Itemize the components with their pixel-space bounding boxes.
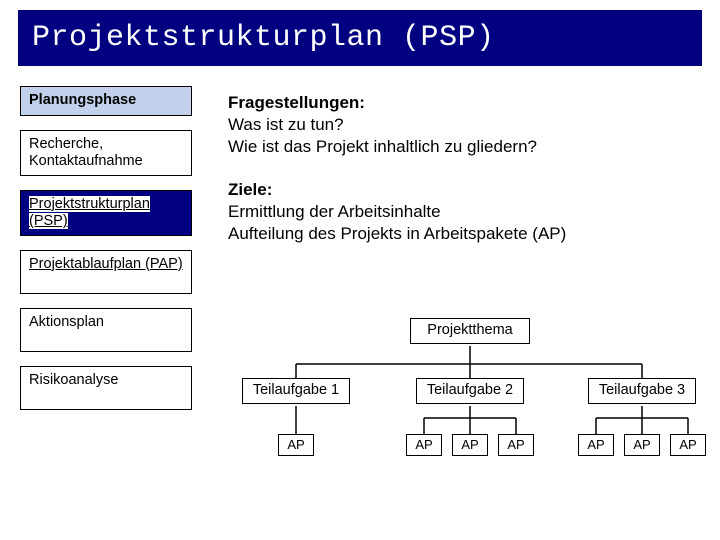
sidebar-item-label: Aktionsplan — [29, 314, 104, 330]
fragestellungen-block: Fragestellungen: Was ist zu tun? Wie ist… — [228, 92, 698, 157]
tree-leaf: AP — [278, 434, 314, 456]
tree-leaf: AP — [670, 434, 706, 456]
fragestellungen-line1: Was ist zu tun? — [228, 114, 698, 136]
tree-l1-3: Teilaufgabe 3 — [588, 378, 696, 404]
tree-leaf: AP — [624, 434, 660, 456]
sidebar-head: Planungsphase — [20, 86, 192, 116]
tree-leaf: AP — [452, 434, 488, 456]
ziele-label: Ziele: — [228, 179, 698, 201]
sidebar-item-pap[interactable]: Projektablaufplan (PAP) — [20, 250, 192, 294]
sidebar-item-psp[interactable]: Projektstruktur­plan (PSP) — [20, 190, 192, 236]
psp-tree: Projektthema Teilaufgabe 1 Teilaufgabe 2… — [232, 318, 708, 518]
tree-leaf: AP — [578, 434, 614, 456]
ziele-block: Ziele: Ermittlung der Arbeitsinhalte Auf… — [228, 179, 698, 244]
tree-l1-1: Teilaufgabe 1 — [242, 378, 350, 404]
ziele-line2: Aufteilung des Projekts in Arbeitspakete… — [228, 223, 698, 245]
sidebar-item-label: Risikoanalyse — [29, 372, 118, 388]
page-title: Projektstrukturplan (PSP) — [18, 10, 702, 66]
fragestellungen-line2: Wie ist das Projekt inhaltlich zu gliede… — [228, 136, 698, 158]
tree-root: Projektthema — [410, 318, 530, 344]
content-area: Fragestellungen: Was ist zu tun? Wie ist… — [228, 92, 698, 267]
sidebar: Planungsphase Recherche, Kontaktaufnahme… — [20, 86, 192, 424]
ziele-line1: Ermittlung der Arbeitsinhalte — [228, 201, 698, 223]
fragestellungen-label: Fragestellungen: — [228, 92, 698, 114]
sidebar-item-label: Projektablaufplan (PAP) — [29, 256, 183, 272]
sidebar-item-label: Projektstruktur­plan (PSP) — [29, 196, 150, 229]
sidebar-item-recherche[interactable]: Recherche, Kontaktaufnahme — [20, 130, 192, 176]
tree-connectors — [232, 318, 708, 518]
tree-l1-2: Teilaufgabe 2 — [416, 378, 524, 404]
sidebar-item-label: Recherche, Kontaktaufnahme — [29, 136, 143, 169]
sidebar-item-risikoanalyse[interactable]: Risikoanalyse — [20, 366, 192, 410]
sidebar-item-aktionsplan[interactable]: Aktionsplan — [20, 308, 192, 352]
tree-leaf: AP — [498, 434, 534, 456]
tree-leaf: AP — [406, 434, 442, 456]
